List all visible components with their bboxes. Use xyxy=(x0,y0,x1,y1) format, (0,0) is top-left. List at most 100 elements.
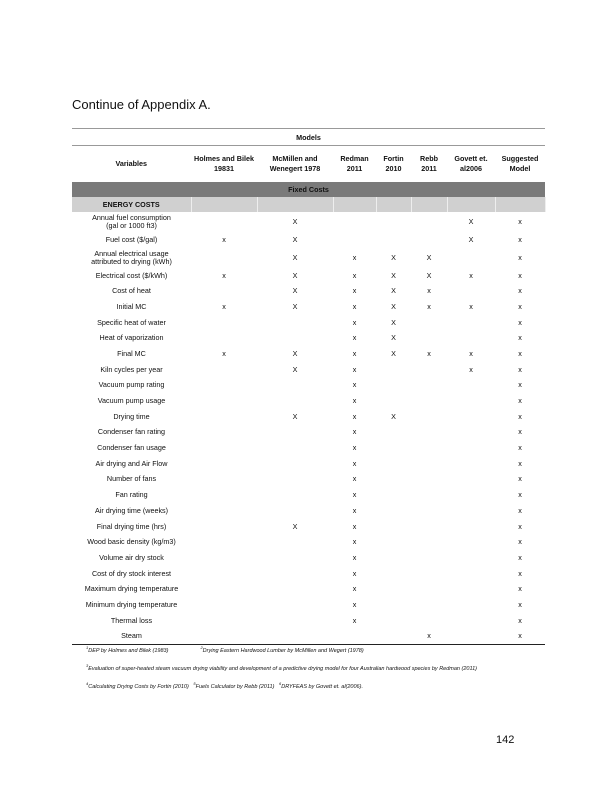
variable-name: Cost of dry stock interest xyxy=(91,568,172,578)
model-mark xyxy=(376,628,411,646)
model-mark: X xyxy=(391,286,396,296)
model-mark xyxy=(411,362,447,378)
model-mark: x xyxy=(352,270,357,280)
variable-name: Thermal loss xyxy=(110,615,153,625)
model-mark xyxy=(411,393,447,409)
model-mark xyxy=(411,456,447,472)
model-mark: X xyxy=(391,301,396,311)
model-mark: X xyxy=(292,364,298,374)
model-mark xyxy=(257,378,333,394)
table-row: Number of fans x x xyxy=(72,472,545,488)
model-mark xyxy=(376,503,411,519)
model-mark: x xyxy=(518,474,522,484)
column-header: Holmes and Bilek 19831 xyxy=(191,150,258,178)
model-mark xyxy=(447,597,495,613)
model-mark xyxy=(191,597,257,613)
column-header: Govett et. al2006 xyxy=(447,150,496,178)
table-row: Minimum drying temperature x x xyxy=(72,597,545,613)
model-mark xyxy=(411,581,447,597)
model-mark xyxy=(447,248,495,268)
model-mark: x xyxy=(352,396,357,406)
model-mark xyxy=(376,212,411,232)
model-mark xyxy=(191,550,257,566)
model-mark: x xyxy=(518,615,522,625)
column-header: Variables xyxy=(72,150,192,178)
model-mark: x xyxy=(352,568,357,578)
model-mark xyxy=(191,566,257,582)
model-mark xyxy=(376,440,411,456)
model-mark xyxy=(411,212,447,232)
variable-name: Fuel cost ($/gal) xyxy=(105,234,158,244)
variable-name: Condenser fan rating xyxy=(97,427,166,437)
variable-name: Specific heat of water xyxy=(97,317,166,327)
variable-name: Minimum drying temperature xyxy=(85,599,178,609)
model-mark xyxy=(447,425,495,441)
model-mark: x xyxy=(352,584,357,594)
model-mark xyxy=(447,487,495,503)
model-mark: x xyxy=(427,348,431,358)
model-mark xyxy=(447,393,495,409)
model-mark xyxy=(257,472,333,488)
model-mark xyxy=(257,440,333,456)
model-mark xyxy=(257,566,333,582)
model-mark: x xyxy=(518,490,522,500)
model-mark xyxy=(376,362,411,378)
model-mark xyxy=(411,613,447,629)
column-header: Redman 2011 xyxy=(333,150,377,178)
model-mark xyxy=(376,566,411,582)
model-mark: x xyxy=(518,443,522,453)
model-mark: X xyxy=(391,270,396,280)
model-mark xyxy=(376,534,411,550)
model-mark: x xyxy=(518,270,522,280)
model-mark xyxy=(411,503,447,519)
model-mark xyxy=(191,212,257,232)
model-mark: X xyxy=(426,252,432,262)
footnote-line-3: 4Calculating Drying Costs by Fortin (201… xyxy=(86,681,363,690)
model-mark xyxy=(257,534,333,550)
table-row: Air drying time (weeks) x x xyxy=(72,503,545,519)
model-mark xyxy=(447,283,495,299)
model-mark xyxy=(333,232,376,248)
model-mark xyxy=(191,248,257,268)
table-row: Wood basic density (kg/m3) x x xyxy=(72,534,545,550)
model-mark: x xyxy=(518,599,522,609)
model-mark xyxy=(376,456,411,472)
model-mark: X xyxy=(292,521,298,531)
variable-name: Maximum drying temperature xyxy=(84,584,179,594)
table-row: Condenser fan usage x x xyxy=(72,440,545,456)
model-mark: X xyxy=(292,348,298,358)
table-row: Air drying and Air Flow x x xyxy=(72,456,545,472)
model-mark xyxy=(376,613,411,629)
model-mark xyxy=(257,597,333,613)
model-mark: x xyxy=(518,458,522,468)
energy-costs-section: ENERGY COSTS xyxy=(72,197,192,212)
model-mark: x xyxy=(352,505,357,515)
model-mark xyxy=(376,472,411,488)
model-mark: x xyxy=(352,521,357,531)
model-mark xyxy=(447,440,495,456)
model-mark: x xyxy=(352,317,357,327)
model-mark xyxy=(447,378,495,394)
model-mark: x xyxy=(222,348,226,358)
table-row: Annual fuel consumption (gal or 1000 ft3… xyxy=(72,212,545,232)
model-mark xyxy=(257,581,333,597)
model-mark: X xyxy=(391,317,396,327)
column-header: Suggested Model xyxy=(495,150,546,178)
model-mark xyxy=(191,472,257,488)
model-mark xyxy=(376,393,411,409)
model-mark: X xyxy=(292,252,298,262)
variable-name: Heat of vaporization xyxy=(99,333,164,343)
model-mark xyxy=(191,519,257,535)
model-mark: x xyxy=(518,396,522,406)
model-mark: x xyxy=(518,333,522,343)
column-header: McMillen and Wenegert 1978 xyxy=(257,150,334,178)
model-mark xyxy=(447,613,495,629)
model-mark: X xyxy=(426,270,432,280)
model-mark: x xyxy=(518,317,522,327)
model-mark xyxy=(191,628,257,646)
models-header: Models xyxy=(72,128,546,146)
table-row: Condenser fan rating x x xyxy=(72,425,545,441)
